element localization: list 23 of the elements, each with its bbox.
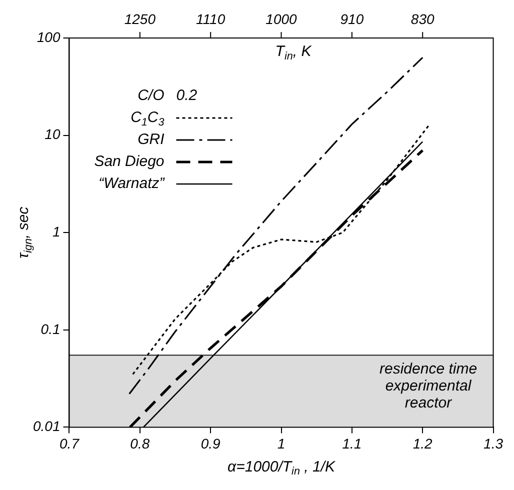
x-tick-label: 1.1	[342, 435, 362, 452]
y-tick-label: 0.01	[33, 418, 60, 434]
y-tick-label: 1	[52, 223, 60, 240]
x-tick-label: 1.3	[484, 435, 504, 452]
legend-label: GRI	[138, 131, 164, 148]
text: 1250	[124, 10, 156, 27]
x-tick-label: 1	[277, 435, 286, 452]
x-tick-label: 0.7	[60, 435, 80, 452]
y-tick-label: 0.1	[40, 320, 60, 337]
x-tick-label: 0.8	[130, 435, 150, 452]
band-label: residence time experimental reactor	[379, 360, 478, 412]
text: 1110	[196, 10, 226, 27]
y-tick-label: 100	[36, 28, 60, 45]
x-tick-label: 0.9	[200, 435, 221, 452]
text: 1000	[266, 10, 298, 27]
legend-title: C/O 0.2	[138, 87, 198, 104]
legend-label: San Diego	[94, 153, 164, 170]
y-axis-title: τign, sec	[15, 206, 35, 258]
x-tick-label: 1.2	[412, 435, 433, 452]
y-tick-label: 10	[44, 126, 60, 142]
legend-label: “Warnatz”	[98, 175, 166, 192]
text: 910	[340, 10, 364, 27]
text: 830	[410, 10, 434, 27]
